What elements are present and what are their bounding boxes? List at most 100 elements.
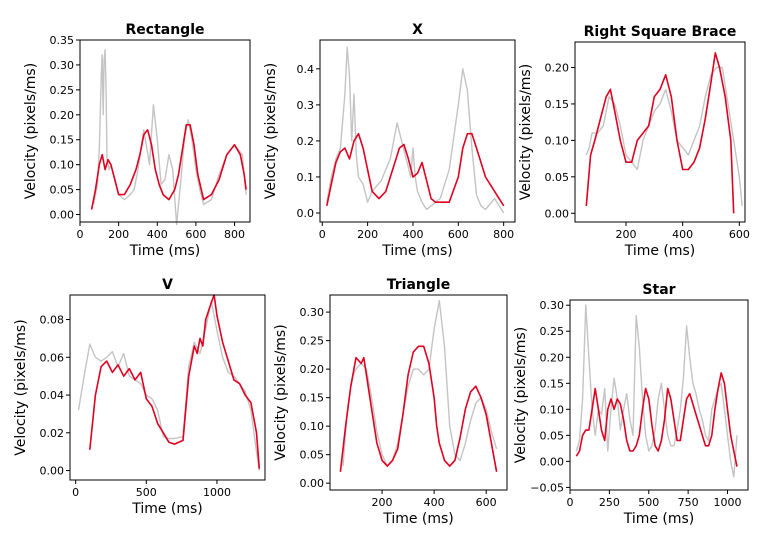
y-tick-label: 0.25 xyxy=(540,325,565,338)
y-axis-label: Velocity (pixels/ms) xyxy=(513,327,529,463)
chart-title: X xyxy=(412,22,423,38)
y-tick-label: 0.00 xyxy=(50,209,75,222)
x-tick-label: 200 xyxy=(372,496,393,509)
series-gray-line xyxy=(585,66,743,207)
chart-v: 0 500 1000 0.00 0.02 0.04 0.06 0.08 V Time (ms) Ve… xyxy=(13,277,266,517)
chart-title: Triangle xyxy=(387,277,450,293)
y-tick-label: 0.20 xyxy=(540,351,565,364)
x-axis-label: Time (ms) xyxy=(382,511,454,527)
x-tick-label: 200 xyxy=(616,228,637,241)
plot-frame xyxy=(329,294,508,491)
x-tick-label: 600 xyxy=(476,496,497,509)
series-gray-line xyxy=(326,46,505,214)
x-tick-label: 500 xyxy=(136,486,157,499)
series-red-line xyxy=(89,294,261,469)
x-axis-label: Time (ms) xyxy=(623,511,695,527)
y-tick-label: 0.4 xyxy=(297,63,315,76)
y-axis-label: Velocity (pixels/ms) xyxy=(13,319,29,455)
y-tick-label: 0.2 xyxy=(297,135,315,148)
y-tick-label: 0.05 xyxy=(50,184,75,197)
y-tick-label: 0.30 xyxy=(50,59,75,72)
x-tick-label: 400 xyxy=(147,228,168,241)
y-tick-label: 0.15 xyxy=(50,134,75,147)
plot-frame xyxy=(79,39,251,223)
series-red-line xyxy=(90,124,247,210)
plot-frame xyxy=(319,39,516,223)
x-axis-label: Time (ms) xyxy=(624,243,696,259)
x-tick-label: 600 xyxy=(185,228,206,241)
x-tick-label: 1000 xyxy=(714,496,742,509)
x-tick-label: 500 xyxy=(638,496,659,509)
series-red-line xyxy=(585,52,735,214)
chart-right-square-brace: 200 400 600 0.00 0.05 0.10 0.15 0.20 Right Squar… xyxy=(518,24,750,259)
chart-triangle: 200 400 600 0.00 0.05 0.10 0.15 0.20 0.25 0.30 Tri… xyxy=(273,277,508,527)
y-tick-label: 0.04 xyxy=(40,389,65,402)
chart-title: Right Square Brace xyxy=(584,24,737,40)
y-axis-label: Velocity (pixels/ms) xyxy=(263,63,279,199)
y-tick-label: 0.00 xyxy=(545,207,570,220)
x-tick-label: 0 xyxy=(319,228,326,241)
series-gray-line xyxy=(342,300,498,467)
y-tick-label: 0.25 xyxy=(50,84,75,97)
y-tick-label: 0.06 xyxy=(40,351,65,364)
chart-title: Star xyxy=(642,282,675,298)
y-tick-label: 0.00 xyxy=(40,465,65,478)
y-tick-label: 0.15 xyxy=(540,377,565,390)
y-tick-label: 0.00 xyxy=(300,477,325,490)
y-tick-label: 0.10 xyxy=(300,420,325,433)
x-axis-label: Time (ms) xyxy=(381,243,453,259)
series-red-line xyxy=(326,132,505,207)
x-tick-label: 1000 xyxy=(203,486,231,499)
series-gray-line xyxy=(92,49,247,226)
y-tick-label: 0.25 xyxy=(300,335,325,348)
y-tick-label: 0.15 xyxy=(300,392,325,405)
x-tick-label: 0 xyxy=(77,228,84,241)
x-tick-label: 600 xyxy=(448,228,469,241)
y-tick-label: −0.05 xyxy=(530,481,564,494)
series-red-line xyxy=(339,345,498,472)
y-tick-label: 0.35 xyxy=(50,34,75,47)
y-tick-label: 0.02 xyxy=(40,427,65,440)
y-axis-label: Velocity (pixels/ms) xyxy=(23,63,39,199)
series-gray-line xyxy=(575,304,738,478)
plot-frame xyxy=(569,299,749,491)
y-tick-label: 0.20 xyxy=(50,109,75,122)
chart-rectangle: 0 200 400 600 800 0.00 0.05 0.10 0.15 0.20 0.25 0.3… xyxy=(23,22,251,259)
x-tick-label: 200 xyxy=(357,228,378,241)
x-tick-label: 400 xyxy=(672,228,693,241)
y-axis-label: Velocity (pixels/ms) xyxy=(273,324,289,460)
y-tick-label: 0.10 xyxy=(540,403,565,416)
y-tick-label: 0.30 xyxy=(540,299,565,312)
chart-x: 0 200 400 600 800 0.0 0.1 0.2 0.3 0.4 X Time (ms) Ve… xyxy=(263,22,516,259)
plot-frame xyxy=(69,294,266,481)
y-tick-label: 0.05 xyxy=(540,429,565,442)
y-tick-label: 0.00 xyxy=(540,455,565,468)
y-tick-label: 0.30 xyxy=(300,306,325,319)
x-tick-label: 600 xyxy=(729,228,750,241)
x-tick-label: 800 xyxy=(224,228,245,241)
chart-title: Rectangle xyxy=(126,22,205,38)
y-tick-label: 0.08 xyxy=(40,314,65,327)
y-tick-label: 0.3 xyxy=(297,99,315,112)
y-tick-label: 0.05 xyxy=(545,171,570,184)
y-tick-label: 0.0 xyxy=(297,207,315,220)
x-tick-label: 200 xyxy=(108,228,129,241)
y-axis-label: Velocity (pixels/ms) xyxy=(518,64,534,200)
x-tick-label: 750 xyxy=(678,496,699,509)
y-tick-label: 0.05 xyxy=(300,449,325,462)
x-axis-label: Time (ms) xyxy=(131,501,203,517)
y-tick-label: 0.10 xyxy=(50,159,75,172)
y-tick-label: 0.1 xyxy=(297,171,315,184)
x-tick-label: 0 xyxy=(72,486,79,499)
y-tick-label: 0.20 xyxy=(545,62,570,75)
y-tick-label: 0.10 xyxy=(545,134,570,147)
y-tick-label: 0.20 xyxy=(300,363,325,376)
chart-title: V xyxy=(162,277,173,293)
plot-frame xyxy=(574,41,746,223)
y-tick-label: 0.15 xyxy=(545,98,570,111)
x-axis-label: Time (ms) xyxy=(129,243,201,259)
series-red-line xyxy=(575,372,738,467)
x-tick-label: 400 xyxy=(424,496,445,509)
x-tick-label: 250 xyxy=(599,496,620,509)
